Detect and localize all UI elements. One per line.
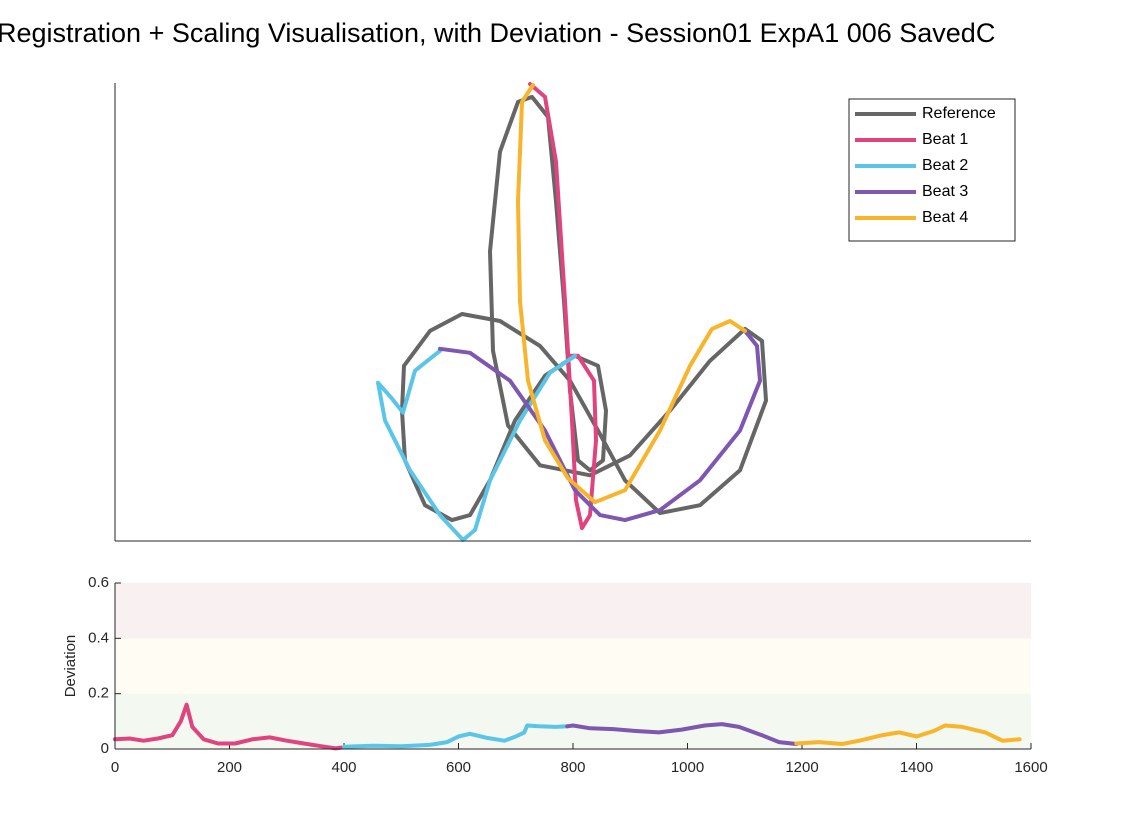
series-line: [400, 94, 768, 523]
x-tick-label: 800: [560, 759, 585, 776]
y-axis-label: Deviation: [62, 635, 79, 698]
series-line: [528, 82, 598, 531]
legend-label: Beat 3: [922, 183, 968, 200]
x-tick-label: 1600: [1014, 759, 1047, 776]
series-line: [438, 328, 762, 523]
x-tick-label: 1200: [785, 759, 818, 776]
x-tick-label: 600: [446, 759, 471, 776]
y-tick-label: 0.4: [88, 629, 109, 646]
legend-label: Beat 4: [922, 209, 968, 226]
y-tick-label: 0: [101, 740, 109, 757]
legend-label: Reference: [922, 105, 996, 122]
series-line: [342, 723, 570, 749]
series-line: [113, 702, 344, 751]
band: [115, 693, 1031, 749]
y-tick-label: 0.2: [88, 685, 109, 702]
series-line: [376, 348, 577, 542]
chart-title: Registration + Scaling Visualisation, wi…: [0, 18, 995, 48]
series-line: [516, 83, 747, 505]
x-tick-label: 1000: [671, 759, 704, 776]
series-line: [794, 723, 1022, 746]
x-tick-label: 400: [331, 759, 356, 776]
series-line: [565, 722, 799, 746]
x-tick-label: 1400: [900, 759, 933, 776]
x-tick-label: 0: [111, 759, 119, 776]
band: [115, 583, 1031, 639]
x-tick-label: 200: [217, 759, 242, 776]
legend-label: Beat 1: [922, 131, 968, 148]
y-tick-label: 0.6: [88, 574, 109, 591]
band: [115, 638, 1031, 694]
legend-label: Beat 2: [922, 157, 968, 174]
